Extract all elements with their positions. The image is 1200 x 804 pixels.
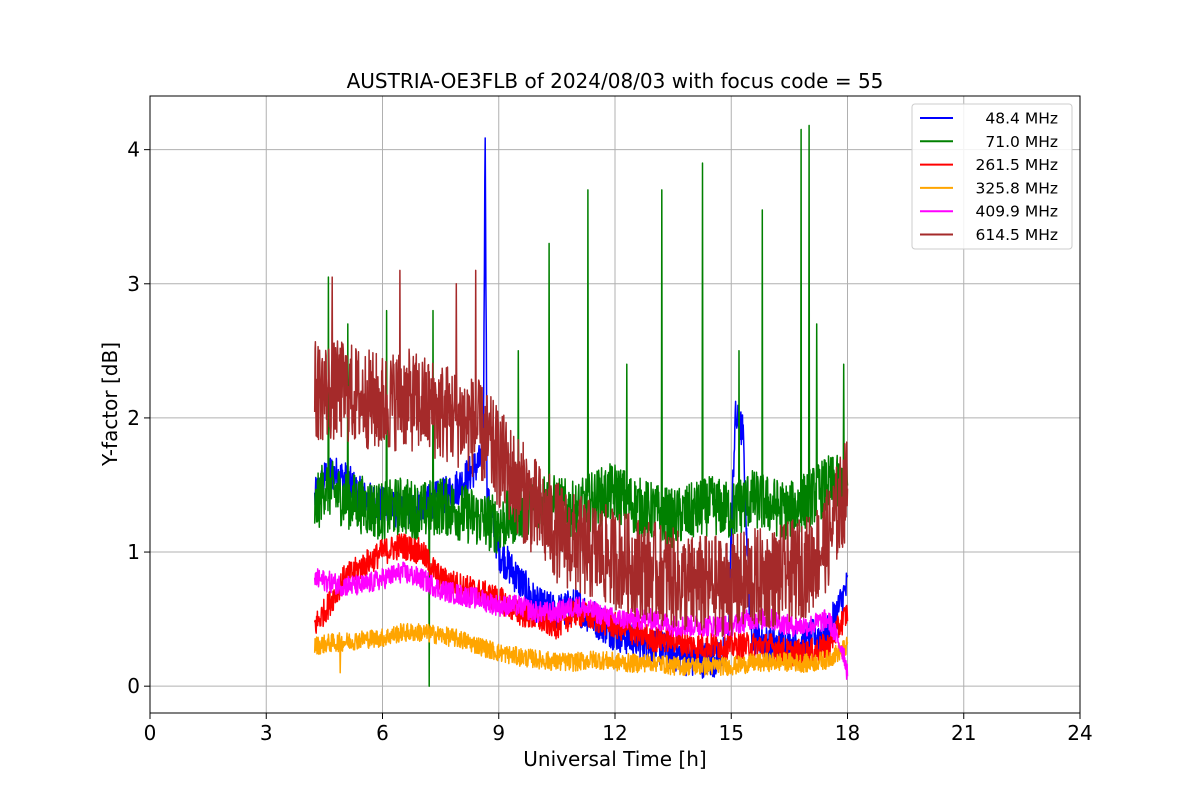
legend-entries: 48.4 MHz 71.0 MHz 261.5 MHz 325.8 MHz 409.9 …	[920, 110, 1058, 244]
y-axis-ticks: 0 1 2 3 4	[127, 138, 150, 698]
chart-title: AUSTRIA-OE3FLB of 2024/08/03 with focus …	[347, 69, 884, 93]
legend-label: 325.8 MHz	[976, 179, 1058, 197]
series-line	[313, 269, 849, 638]
x-tick-label: 0	[144, 721, 157, 745]
legend-label: 409.9 MHz	[976, 203, 1058, 221]
x-axis-ticks: 0 3 6 9 12 15 18 21 24	[144, 713, 1093, 745]
x-tick-label: 15	[719, 721, 744, 745]
x-tick-label: 3	[260, 721, 273, 745]
legend: 48.4 MHz 71.0 MHz 261.5 MHz 325.8 MHz 409.9 …	[911, 103, 1073, 250]
x-tick-label: 21	[951, 721, 976, 745]
series-lines	[313, 124, 849, 687]
x-tick-label: 9	[492, 721, 505, 745]
y-tick-label: 3	[127, 272, 140, 296]
y-tick-label: 4	[127, 138, 140, 162]
y-tick-label: 0	[127, 674, 140, 698]
legend-label: 261.5 MHz	[976, 156, 1058, 174]
series-line	[313, 622, 849, 677]
series-line	[313, 124, 849, 687]
legend-label: 48.4 MHz	[985, 110, 1058, 128]
x-tick-label: 6	[376, 721, 389, 745]
y-tick-label: 2	[127, 406, 140, 430]
series-line	[313, 533, 849, 667]
legend-box	[911, 103, 1073, 250]
x-tick-label: 18	[835, 721, 860, 745]
y-tick-label: 1	[127, 540, 140, 564]
legend-label: 614.5 MHz	[976, 226, 1058, 244]
x-axis-label: Universal Time [h]	[523, 747, 706, 771]
x-tick-label: 24	[1067, 721, 1092, 745]
y-axis-label: Y-factor [dB]	[98, 342, 122, 467]
legend-label: 71.0 MHz	[985, 133, 1058, 151]
x-tick-label: 12	[602, 721, 627, 745]
